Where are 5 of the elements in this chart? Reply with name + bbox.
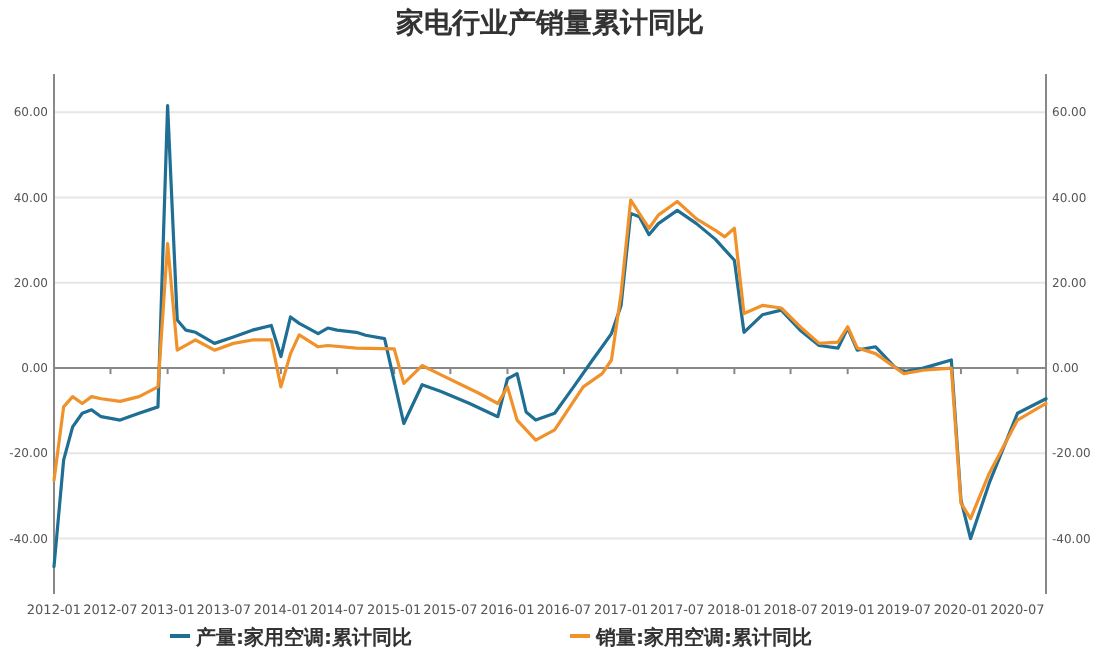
line-series [52,198,1048,521]
legend-label: 销量:家用空调:累计同比 [594,626,812,650]
chart-title: 家电行业产销量累计同比 [394,6,704,40]
line-series [52,103,1048,569]
legend-label: 产量:家用空调:累计同比 [194,626,412,650]
